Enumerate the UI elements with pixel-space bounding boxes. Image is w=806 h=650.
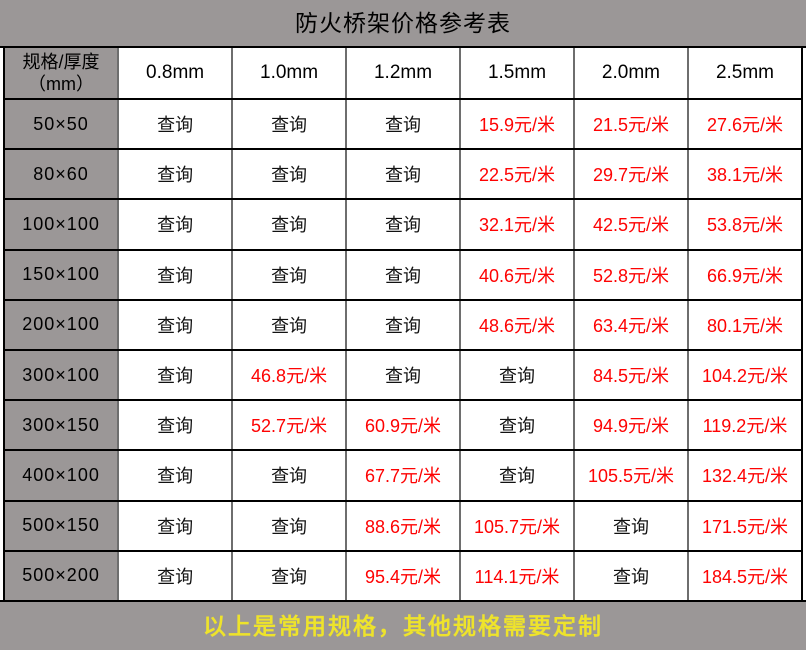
spec-cell: 50×50 [2, 97, 120, 151]
price-cell: 42.5元/米 [572, 198, 689, 251]
query-cell: 查询 [345, 97, 462, 151]
price-cell: 104.2元/米 [686, 348, 804, 402]
column-header-2.5mm: 2.5mm [686, 48, 804, 100]
query-cell: 查询 [231, 97, 348, 151]
column-header-1.5mm: 1.5mm [459, 48, 575, 100]
spec-cell: 80×60 [2, 148, 120, 201]
price-cell: 88.6元/米 [345, 499, 462, 552]
query-cell: 查询 [345, 298, 462, 351]
query-cell: 查询 [117, 348, 234, 402]
spec-cell: 150×100 [2, 248, 120, 301]
page-title: 防火桥架价格参考表 [0, 0, 806, 48]
price-cell: 171.5元/米 [686, 499, 804, 552]
query-cell: 查询 [459, 348, 575, 402]
price-cell: 67.7元/米 [345, 449, 462, 502]
spec-cell: 300×100 [2, 348, 120, 402]
table-row: 150×100 查询 查询 查询 40.6元/米 52.8元/米 66.9元/米 [2, 248, 804, 301]
table-row: 500×200 查询 查询 95.4元/米 114.1元/米 查询 184.5元/米 [2, 549, 804, 600]
column-header-1.2mm: 1.2mm [345, 48, 462, 100]
table-body-wrap: 规格/厚度 （mm） 0.8mm 1.0mm 1.2mm 1.5mm 2.0mm 2.5m… [0, 48, 806, 600]
query-cell: 查询 [117, 248, 234, 301]
query-cell: 查询 [345, 248, 462, 301]
query-cell: 查询 [345, 348, 462, 402]
price-cell: 52.8元/米 [572, 248, 689, 301]
query-cell: 查询 [459, 399, 575, 452]
price-cell: 53.8元/米 [686, 198, 804, 251]
price-cell: 63.4元/米 [572, 298, 689, 351]
price-cell: 15.9元/米 [459, 97, 575, 151]
query-cell: 查询 [231, 549, 348, 600]
table-row: 500×150 查询 查询 88.6元/米 105.7元/米 查询 171.5元/米 [2, 499, 804, 552]
query-cell: 查询 [231, 148, 348, 201]
query-cell: 查询 [117, 549, 234, 600]
price-cell: 84.5元/米 [572, 348, 689, 402]
column-header-1.0mm: 1.0mm [231, 48, 348, 100]
query-cell: 查询 [572, 549, 689, 600]
price-cell: 32.1元/米 [459, 198, 575, 251]
spec-cell: 500×200 [2, 549, 120, 600]
query-cell: 查询 [231, 198, 348, 251]
query-cell: 查询 [345, 148, 462, 201]
price-cell: 29.7元/米 [572, 148, 689, 201]
spec-cell: 300×150 [2, 399, 120, 452]
footer-note: 以上是常用规格，其他规格需要定制 [0, 600, 806, 650]
table-row: 50×50 查询 查询 查询 15.9元/米 21.5元/米 27.6元/米 [2, 97, 804, 151]
spec-cell: 400×100 [2, 449, 120, 502]
price-cell: 94.9元/米 [572, 399, 689, 452]
price-cell: 38.1元/米 [686, 148, 804, 201]
corner-header: 规格/厚度 （mm） [2, 48, 120, 100]
price-cell: 46.8元/米 [231, 348, 348, 402]
table-row: 300×100 查询 46.8元/米 查询 查询 84.5元/米 104.2元/米 [2, 348, 804, 402]
query-cell: 查询 [572, 499, 689, 552]
query-cell: 查询 [117, 148, 234, 201]
query-cell: 查询 [117, 399, 234, 452]
spec-cell: 100×100 [2, 198, 120, 251]
price-cell: 21.5元/米 [572, 97, 689, 151]
column-header-0.8mm: 0.8mm [117, 48, 234, 100]
query-cell: 查询 [117, 499, 234, 552]
table-row: 300×150 查询 52.7元/米 60.9元/米 查询 94.9元/米 119.2元/米 [2, 399, 804, 452]
query-cell: 查询 [117, 449, 234, 502]
price-cell: 95.4元/米 [345, 549, 462, 600]
query-cell: 查询 [231, 248, 348, 301]
spec-cell: 500×150 [2, 499, 120, 552]
corner-header-line2: （mm） [28, 74, 95, 94]
price-cell: 52.7元/米 [231, 399, 348, 452]
query-cell: 查询 [117, 298, 234, 351]
query-cell: 查询 [117, 97, 234, 151]
price-cell: 132.4元/米 [686, 449, 804, 502]
price-cell: 40.6元/米 [459, 248, 575, 301]
column-header-2.0mm: 2.0mm [572, 48, 689, 100]
price-cell: 105.7元/米 [459, 499, 575, 552]
table-row: 400×100 查询 查询 67.7元/米 查询 105.5元/米 132.4元/米 [2, 449, 804, 502]
table-row: 80×60 查询 查询 查询 22.5元/米 29.7元/米 38.1元/米 [2, 148, 804, 201]
price-table: 规格/厚度 （mm） 0.8mm 1.0mm 1.2mm 1.5mm 2.0mm 2.5m… [2, 48, 804, 600]
price-cell: 114.1元/米 [459, 549, 575, 600]
corner-header-line1: 规格/厚度 [22, 51, 100, 72]
price-cell: 48.6元/米 [459, 298, 575, 351]
query-cell: 查询 [345, 198, 462, 251]
table-row: 200×100 查询 查询 查询 48.6元/米 63.4元/米 80.1元/米 [2, 298, 804, 351]
price-cell: 105.5元/米 [572, 449, 689, 502]
query-cell: 查询 [231, 499, 348, 552]
price-cell: 60.9元/米 [345, 399, 462, 452]
query-cell: 查询 [117, 198, 234, 251]
table-row: 100×100 查询 查询 查询 32.1元/米 42.5元/米 53.8元/米 [2, 198, 804, 251]
price-cell: 22.5元/米 [459, 148, 575, 201]
query-cell: 查询 [231, 298, 348, 351]
query-cell: 查询 [459, 449, 575, 502]
header-row: 规格/厚度 （mm） 0.8mm 1.0mm 1.2mm 1.5mm 2.0mm 2.5m… [2, 48, 804, 100]
query-cell: 查询 [231, 449, 348, 502]
spec-cell: 200×100 [2, 298, 120, 351]
price-cell: 80.1元/米 [686, 298, 804, 351]
price-cell: 27.6元/米 [686, 97, 804, 151]
price-cell: 184.5元/米 [686, 549, 804, 600]
price-cell: 66.9元/米 [686, 248, 804, 301]
price-cell: 119.2元/米 [686, 399, 804, 452]
